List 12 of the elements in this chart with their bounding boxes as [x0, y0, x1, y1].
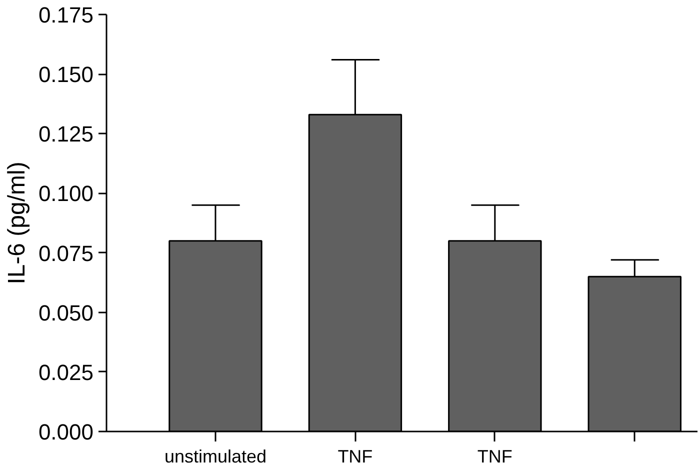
x-tick-label: unstimulated [164, 446, 267, 466]
y-tick-label: 0.100 [38, 181, 94, 206]
x-tick-label: TNF [338, 446, 373, 466]
y-tick-label: 0.075 [38, 240, 94, 266]
y-tick-label: 0.175 [38, 2, 94, 28]
y-tick-label: 0.150 [38, 62, 94, 88]
y-tick-label: 0.125 [38, 122, 94, 147]
y-tick-label: 0.025 [38, 360, 94, 385]
y-tick-label: 0.050 [38, 300, 94, 326]
y-tick-label: 0.000 [38, 420, 94, 444]
y-axis-title: IL-6 (pg/ml) [3, 162, 30, 284]
x-tick-label: TNF [477, 446, 512, 466]
